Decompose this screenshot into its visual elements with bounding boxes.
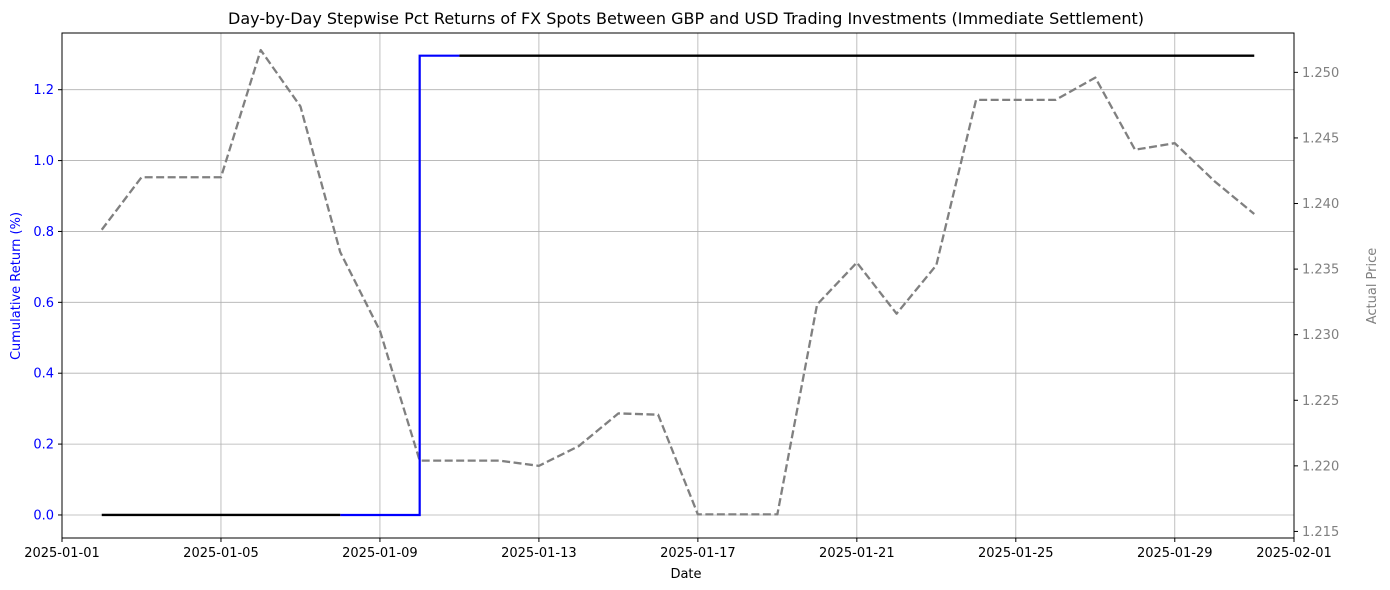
x-tick-label: 2025-01-25 [978, 546, 1054, 561]
cumulative-return-line [340, 54, 460, 517]
y-axis-right: 1.215 1.220 1.225 1.230 1.235 1.240 1.245 1.250 [1294, 66, 1339, 540]
grid [61, 33, 1295, 538]
y2-tick-label: 1.230 [1302, 328, 1339, 343]
x-tick-label: 2025-01-13 [501, 546, 577, 561]
x-tick-label: 2025-02-01 [1256, 546, 1332, 561]
series-layer [100, 48, 1255, 517]
y2-tick-label: 1.250 [1302, 66, 1339, 81]
y2-axis-label: Actual Price [1365, 248, 1380, 325]
x-tick-label: 2025-01-21 [819, 546, 895, 561]
y-tick-label: 1.0 [33, 154, 54, 169]
y-axis-label: Cumulative Return (%) [9, 212, 24, 360]
y-tick-label: 0.4 [33, 367, 54, 382]
plot-frame [61, 32, 1295, 539]
x-tick-label: 2025-01-17 [660, 546, 736, 561]
x-axis: 2025-01-01 2025-01-05 2025-01-09 2025-01-13… [24, 538, 1332, 561]
x-tick-label: 2025-01-01 [24, 546, 100, 561]
price-line [100, 48, 1255, 516]
y-tick-label: 0.0 [33, 508, 54, 523]
y-tick-label: 0.8 [33, 225, 54, 240]
y2-tick-label: 1.240 [1302, 197, 1339, 212]
x-axis-label: Date [670, 567, 701, 582]
y2-tick-label: 1.235 [1302, 263, 1339, 278]
y2-tick-label: 1.215 [1302, 525, 1339, 540]
x-tick-label: 2025-01-29 [1137, 546, 1213, 561]
x-tick-label: 2025-01-09 [342, 546, 418, 561]
y2-tick-label: 1.225 [1302, 394, 1339, 409]
chart-title: Day-by-Day Stepwise Pct Returns of FX Sp… [228, 9, 1144, 28]
y-tick-label: 0.2 [33, 438, 54, 453]
x-tick-label: 2025-01-05 [183, 546, 259, 561]
y2-tick-label: 1.245 [1302, 131, 1339, 146]
y-tick-label: 0.6 [33, 296, 54, 311]
y2-tick-label: 1.220 [1302, 459, 1339, 474]
y-axis-left: 0.0 0.2 0.4 0.6 0.8 1.0 1.2 [33, 83, 62, 523]
y-tick-label: 1.2 [33, 83, 54, 98]
